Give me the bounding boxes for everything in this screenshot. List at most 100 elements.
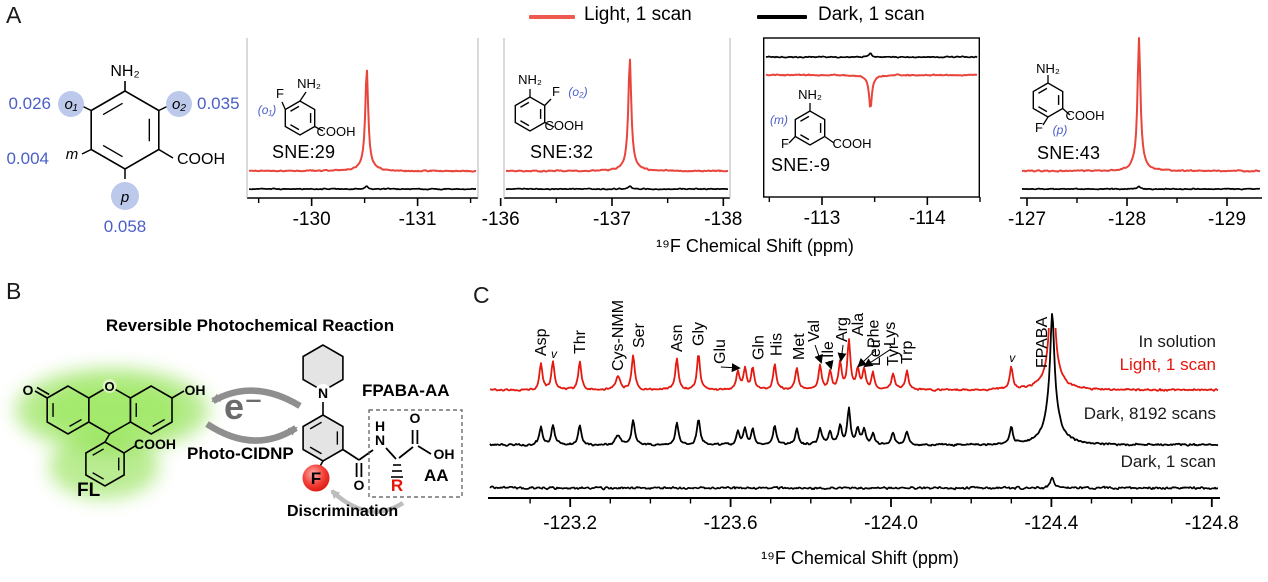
spectrum-o2: -136 -137 -138 NH₂ F (o₂) COOH xyxy=(482,38,742,230)
legend-light-label: Light, 1 scan xyxy=(584,4,692,25)
svg-text:-124.0: -124.0 xyxy=(864,513,918,534)
svg-text:Ala: Ala xyxy=(850,313,867,336)
electron-cycle-arrows xyxy=(205,387,302,444)
svg-text:o₂: o₂ xyxy=(172,96,186,113)
svg-text:O: O xyxy=(23,382,34,398)
svg-text:Leu: Leu xyxy=(867,339,884,366)
svg-text:Trp: Trp xyxy=(899,340,916,364)
svg-text:-128: -128 xyxy=(1108,209,1146,230)
svg-text:R: R xyxy=(391,476,403,495)
svg-text:v: v xyxy=(1009,351,1016,365)
svg-text:-136: -136 xyxy=(482,209,520,230)
svg-text:-114: -114 xyxy=(909,208,946,229)
sne-value-o2: SNE:32 xyxy=(530,142,594,162)
svg-text:H: H xyxy=(375,418,385,434)
panel-c-axis-label: ¹⁹F Chemical Shift (ppm) xyxy=(761,548,959,568)
svg-text:N: N xyxy=(375,432,385,448)
svg-text:-127: -127 xyxy=(1008,209,1046,230)
electron-label: e⁻ xyxy=(224,386,264,427)
sne-value-m: SNE:-9 xyxy=(771,155,831,175)
svg-text:p: p xyxy=(120,189,129,206)
svg-text:-113: -113 xyxy=(804,208,841,229)
cidnp-amino-acid-spectrum: -123.2 -123.6 -124.0 -124.4 -124.8 Asp Thr Cys-… xyxy=(488,300,1239,534)
svg-text:NH₂: NH₂ xyxy=(1036,61,1060,76)
svg-text:COOH: COOH xyxy=(833,136,872,151)
svg-text:OH: OH xyxy=(434,446,455,462)
svg-text:-124.4: -124.4 xyxy=(1024,513,1078,534)
svg-text:COOH: COOH xyxy=(134,436,176,452)
svg-text:-123.2: -123.2 xyxy=(543,513,597,534)
svg-text:Gln: Gln xyxy=(751,335,768,360)
trace-label-light-1scan: Light, 1 scan xyxy=(1119,355,1216,374)
svg-text:NH₂: NH₂ xyxy=(297,76,321,91)
sne-value-o1: SNE:29 xyxy=(272,142,336,162)
fluorescein-molecule: O O OH COOH xyxy=(15,368,209,499)
svg-text:COOH: COOH xyxy=(1066,108,1105,123)
svg-text:Thr: Thr xyxy=(572,329,589,354)
svg-text:F: F xyxy=(276,86,284,101)
svg-text:Met: Met xyxy=(791,333,808,360)
svg-text:F: F xyxy=(552,84,560,99)
trace-label-dark-8192: Dark, 8192 scans xyxy=(1083,404,1216,423)
svg-text:0.026: 0.026 xyxy=(8,94,51,113)
svg-text:(o₂): (o₂) xyxy=(568,85,587,99)
discrimination-label: Discrimination xyxy=(287,503,399,520)
svg-text:F: F xyxy=(1035,120,1043,135)
svg-text:m: m xyxy=(66,146,79,163)
svg-text:Glu: Glu xyxy=(712,339,729,364)
svg-text:Cys-NMM: Cys-NMM xyxy=(610,300,627,371)
panel-c-label: C xyxy=(473,282,490,308)
svg-text:FPABA: FPABA xyxy=(1034,316,1051,368)
svg-text:(p): (p) xyxy=(1053,123,1068,137)
svg-text:(m): (m) xyxy=(770,113,788,127)
svg-text:Ile: Ile xyxy=(820,341,837,358)
panel-a-axis-label: ¹⁹F Chemical Shift (ppm) xyxy=(656,236,854,256)
legend-light-line xyxy=(529,15,575,19)
svg-text:NH₂: NH₂ xyxy=(110,63,139,80)
trace-label-in-solution: In solution xyxy=(1138,332,1217,351)
svg-text:NH₂: NH₂ xyxy=(798,87,822,102)
legend-dark-line xyxy=(757,15,807,19)
panel-a-label: A xyxy=(6,2,22,28)
svg-text:COOH: COOH xyxy=(545,118,584,133)
svg-text:Val: Val xyxy=(806,320,823,342)
svg-text:v: v xyxy=(551,347,558,361)
aa-label: AA xyxy=(424,466,449,485)
svg-text:O: O xyxy=(354,477,365,493)
photo-cidnp-label: Photo-CIDNP xyxy=(187,444,294,463)
fpaba-aa-label: FPABA-AA xyxy=(362,381,450,400)
svg-text:Phe: Phe xyxy=(866,319,883,348)
svg-text:OH: OH xyxy=(185,382,206,398)
svg-text:Ser: Ser xyxy=(631,322,648,348)
svg-text:-137: -137 xyxy=(593,209,631,230)
svg-text:(o₁): (o₁) xyxy=(258,103,276,117)
svg-text:-130: -130 xyxy=(293,209,331,230)
svg-text:o₁: o₁ xyxy=(64,96,77,113)
fl-label: FL xyxy=(77,480,101,501)
svg-text:-123.6: -123.6 xyxy=(704,513,758,534)
svg-text:O: O xyxy=(105,379,115,394)
spectrum-m: -113 -114 NH₂ (m) F COOH xyxy=(762,37,981,229)
svg-text:0.004: 0.004 xyxy=(6,149,49,168)
svg-text:F: F xyxy=(781,136,789,151)
sne-value-p: SNE:43 xyxy=(1037,143,1101,163)
svg-text:O: O xyxy=(410,410,421,426)
svg-text:0.035: 0.035 xyxy=(197,94,240,113)
aba-ring-molecule: NH₂ COOH o₁ 0.026 o₂ 0.035 m 0.004 p 0.058 xyxy=(6,63,240,236)
svg-text:0.058: 0.058 xyxy=(104,217,147,236)
svg-text:Lys: Lys xyxy=(882,322,899,346)
svg-text:Gly: Gly xyxy=(691,322,708,346)
legend-dark-label: Dark, 1 scan xyxy=(818,4,925,25)
svg-text:-138: -138 xyxy=(704,209,742,230)
svg-text:-129: -129 xyxy=(1208,209,1246,230)
svg-text:-131: -131 xyxy=(399,209,437,230)
svg-text:Asp: Asp xyxy=(533,328,550,356)
svg-text:NH₂: NH₂ xyxy=(518,72,542,87)
spectrum-o1: -130 -131 NH₂ F(o₁) COOH xyxy=(246,38,479,230)
svg-text:COOH: COOH xyxy=(177,151,225,168)
svg-text:-124.8: -124.8 xyxy=(1185,513,1239,534)
spectrum-p: -127 -128 -129 NH₂ COOH F (p) xyxy=(1008,37,1262,230)
svg-text:COOH: COOH xyxy=(317,124,356,139)
